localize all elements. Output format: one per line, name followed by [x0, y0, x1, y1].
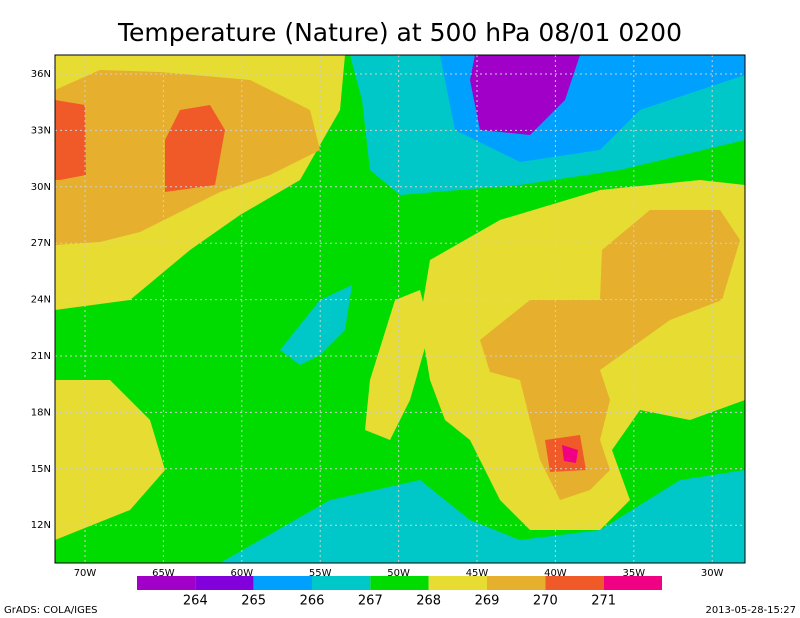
colorbar-swatch — [253, 576, 312, 590]
y-label: 15N — [31, 464, 51, 475]
axis-labels: 70W 65W 60W 55W 50W 45W 40W 35W 30W 36N 33N 30N 27N 2… — [31, 69, 724, 579]
x-label: 65W — [152, 568, 175, 579]
map-field — [55, 55, 745, 563]
footer-left: GrADS: COLA/IGES — [4, 605, 98, 616]
colorbar-label: 266 — [300, 594, 325, 609]
colorbar-label: 267 — [358, 594, 383, 609]
x-label: 40W — [544, 568, 567, 579]
y-label: 24N — [31, 295, 51, 306]
colorbar-swatch — [370, 576, 429, 590]
x-label: 70W — [74, 568, 97, 579]
colorbar-label: 268 — [416, 594, 441, 609]
colorbar-swatch — [545, 576, 604, 590]
x-label: 55W — [309, 568, 332, 579]
grid — [55, 55, 745, 563]
colorbar-swatch — [487, 576, 546, 590]
x-label: 35W — [622, 568, 645, 579]
colorbar-swatch — [428, 576, 487, 590]
colorbar-label: 270 — [533, 594, 558, 609]
colorbar: 264 265 266 267 268 269 270 271 — [137, 576, 662, 609]
y-label: 27N — [31, 238, 51, 249]
map-frame — [54, 54, 746, 564]
colorbar-label: 271 — [591, 594, 616, 609]
footer-right: 2013-05-28-15:27 — [705, 605, 796, 616]
colorbar-swatch — [603, 576, 662, 590]
colorbar-label: 265 — [241, 594, 266, 609]
x-label: 30W — [701, 568, 724, 579]
colorbar-swatch — [137, 576, 196, 590]
y-label: 33N — [31, 125, 51, 136]
x-label: 45W — [466, 568, 489, 579]
x-label: 50W — [387, 568, 410, 579]
title: Temperature (Nature) at 500 hPa 08/01 02… — [117, 18, 682, 47]
colorbar-swatch — [312, 576, 371, 590]
y-label: 21N — [31, 351, 51, 362]
colorbar-label: 264 — [183, 594, 208, 609]
x-label: 60W — [230, 568, 253, 579]
colorbar-swatch — [195, 576, 254, 590]
y-label: 30N — [31, 182, 51, 193]
y-label: 12N — [31, 520, 51, 531]
y-label: 18N — [31, 407, 51, 418]
y-label: 36N — [31, 69, 51, 80]
colorbar-label: 269 — [475, 594, 500, 609]
